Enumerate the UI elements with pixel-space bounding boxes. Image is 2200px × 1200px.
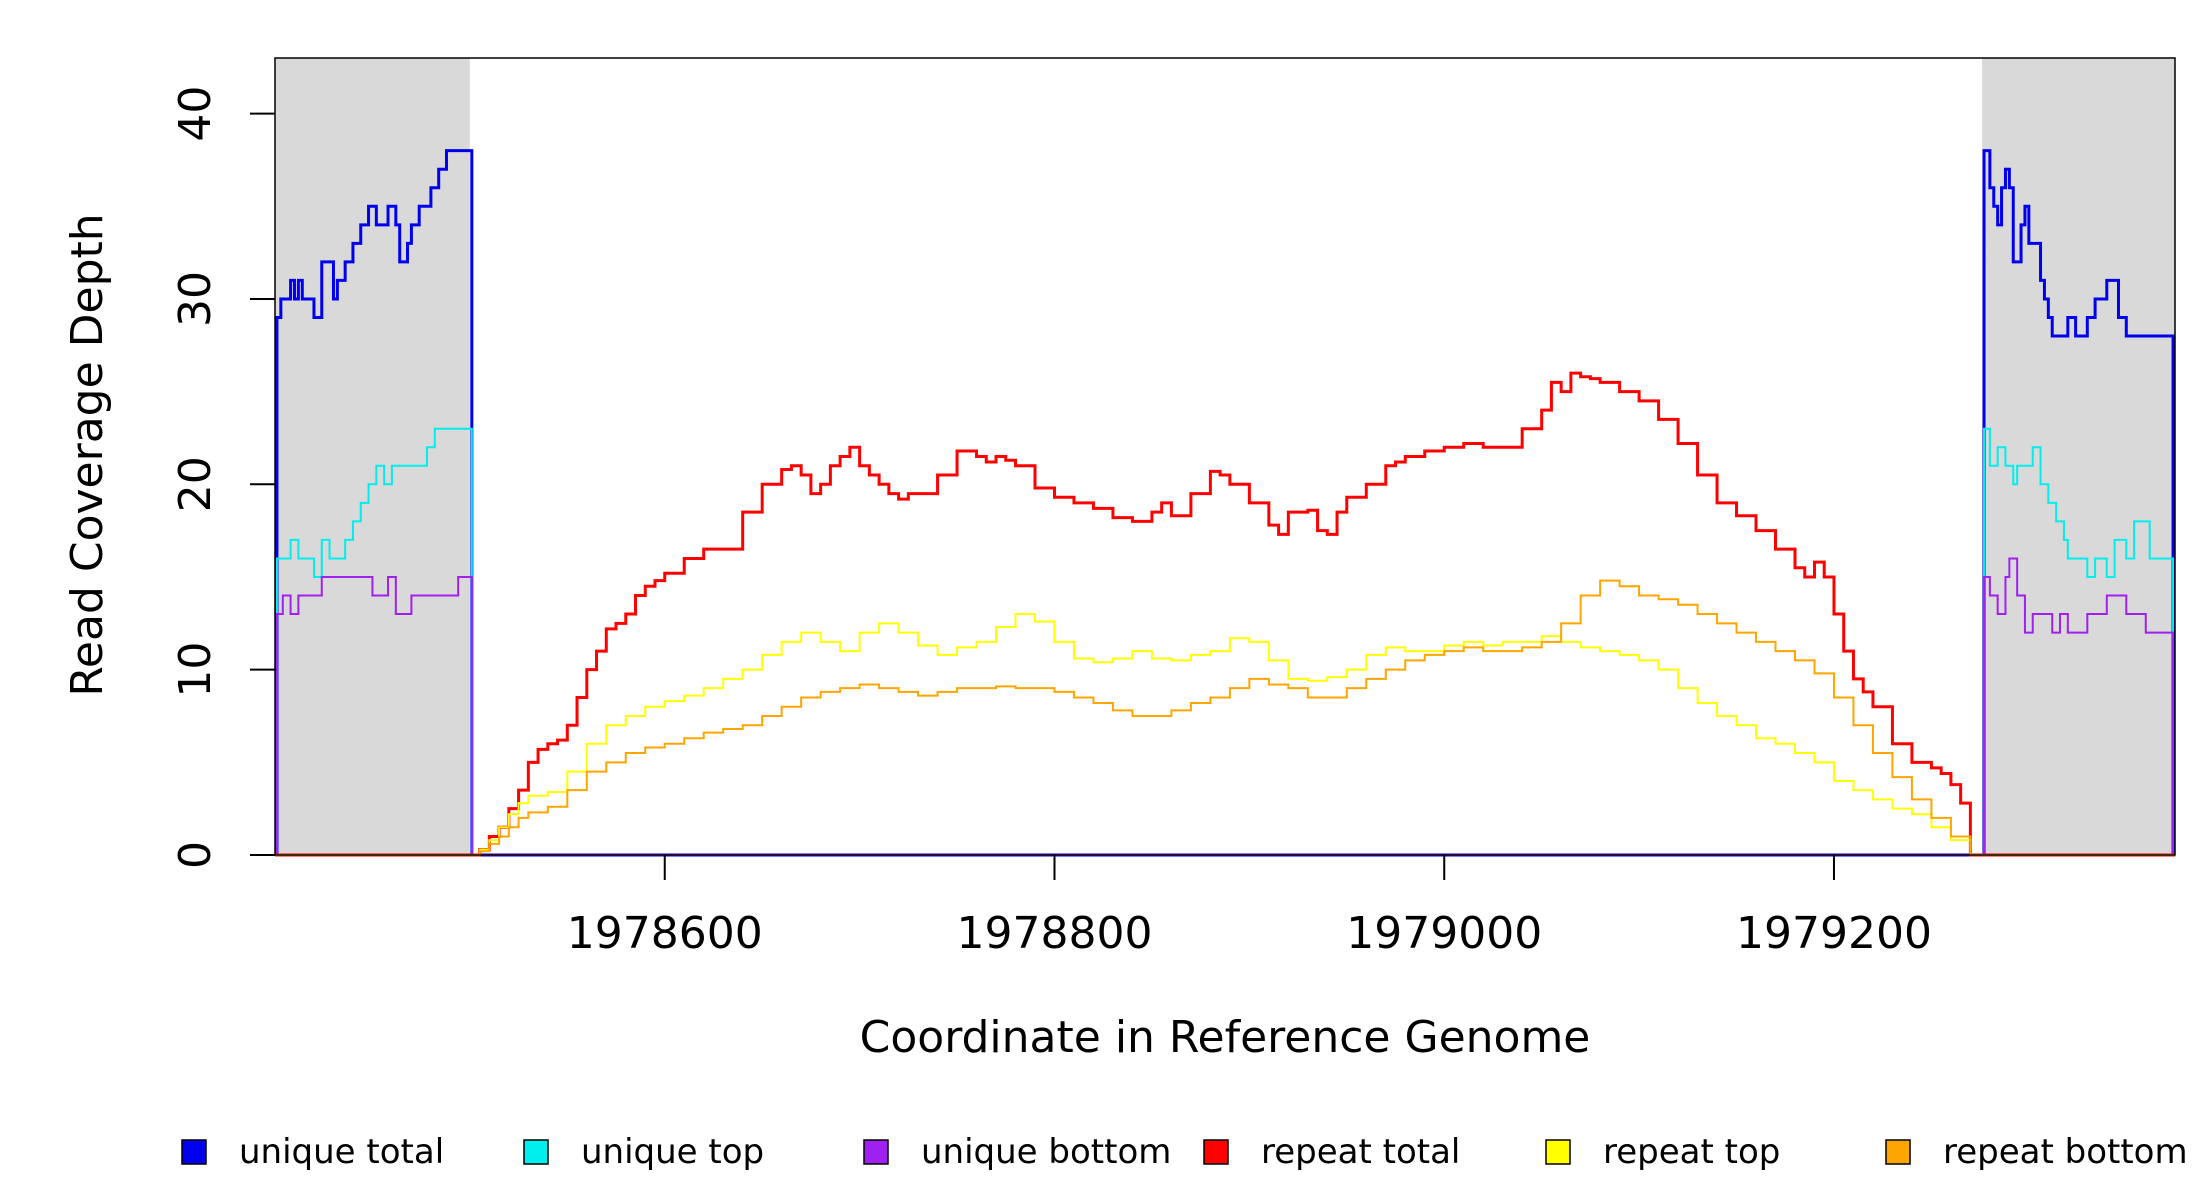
legend-swatch (1885, 1139, 1911, 1165)
y-tick-label: 0 (170, 841, 221, 869)
plot-border (274, 57, 2176, 856)
legend-swatch (1203, 1139, 1229, 1165)
legend-label: repeat total (1261, 1132, 1460, 1172)
y-axis-title: Read Coverage Depth (62, 213, 113, 696)
legend-label: unique total (239, 1132, 444, 1172)
legend: unique total unique top unique bottom repea… (181, 1132, 2188, 1172)
legend-swatch (523, 1139, 549, 1165)
x-axis: 1978600 1978800 1979000 1979200 (567, 855, 1932, 959)
x-tick-label: 1978800 (957, 908, 1153, 959)
legend-swatch (1545, 1139, 1571, 1165)
series-repeat-top (275, 613, 2175, 856)
x-axis-title: Coordinate in Reference Genome (860, 1012, 1591, 1063)
legend-swatch (863, 1139, 889, 1165)
legend-label: repeat bottom (1943, 1132, 2188, 1172)
plot-frame (274, 57, 2176, 856)
y-tick-label: 20 (170, 456, 221, 512)
shaded-regions (275, 58, 2175, 855)
legend-swatch (181, 1139, 207, 1165)
legend-label: repeat top (1603, 1132, 1780, 1172)
y-tick-label: 30 (170, 271, 221, 327)
y-tick-label: 10 (170, 642, 221, 698)
x-tick-label: 1979000 (1346, 908, 1542, 959)
series-unique-total (275, 149, 2175, 857)
y-tick-label: 40 (170, 86, 221, 142)
series-repeat-total (275, 371, 2175, 857)
y-axis: 0 10 20 30 40 (170, 86, 275, 869)
x-tick-label: 1978600 (567, 908, 763, 959)
legend-label: unique bottom (921, 1132, 1171, 1172)
legend-label: unique top (581, 1132, 764, 1172)
shaded-region-1 (275, 58, 470, 855)
x-tick-label: 1979200 (1736, 908, 1932, 959)
series-lines (275, 149, 2175, 857)
shaded-region-2 (1982, 58, 2175, 855)
series-repeat-bottom (275, 579, 2175, 856)
